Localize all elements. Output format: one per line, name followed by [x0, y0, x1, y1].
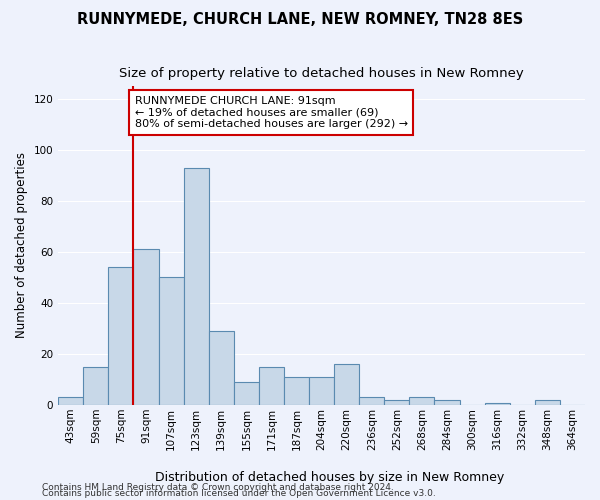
- Bar: [184, 168, 209, 405]
- Bar: [309, 377, 334, 405]
- Bar: [535, 400, 560, 405]
- Bar: [83, 367, 109, 405]
- Text: Distribution of detached houses by size in New Romney: Distribution of detached houses by size …: [155, 471, 505, 484]
- Y-axis label: Number of detached properties: Number of detached properties: [15, 152, 28, 338]
- Text: RUNNYMEDE, CHURCH LANE, NEW ROMNEY, TN28 8ES: RUNNYMEDE, CHURCH LANE, NEW ROMNEY, TN28…: [77, 12, 523, 28]
- Bar: [409, 398, 434, 405]
- Text: Contains public sector information licensed under the Open Government Licence v3: Contains public sector information licen…: [42, 489, 436, 498]
- Bar: [485, 402, 510, 405]
- Bar: [209, 331, 234, 405]
- Text: Contains HM Land Registry data © Crown copyright and database right 2024.: Contains HM Land Registry data © Crown c…: [42, 483, 394, 492]
- Bar: [385, 400, 409, 405]
- Bar: [359, 398, 385, 405]
- Bar: [259, 367, 284, 405]
- Bar: [284, 377, 309, 405]
- Text: RUNNYMEDE CHURCH LANE: 91sqm
← 19% of detached houses are smaller (69)
80% of se: RUNNYMEDE CHURCH LANE: 91sqm ← 19% of de…: [134, 96, 408, 129]
- Bar: [234, 382, 259, 405]
- Title: Size of property relative to detached houses in New Romney: Size of property relative to detached ho…: [119, 68, 524, 80]
- Bar: [434, 400, 460, 405]
- Bar: [334, 364, 359, 405]
- Bar: [158, 278, 184, 405]
- Bar: [109, 267, 133, 405]
- Bar: [133, 250, 158, 405]
- Bar: [58, 398, 83, 405]
